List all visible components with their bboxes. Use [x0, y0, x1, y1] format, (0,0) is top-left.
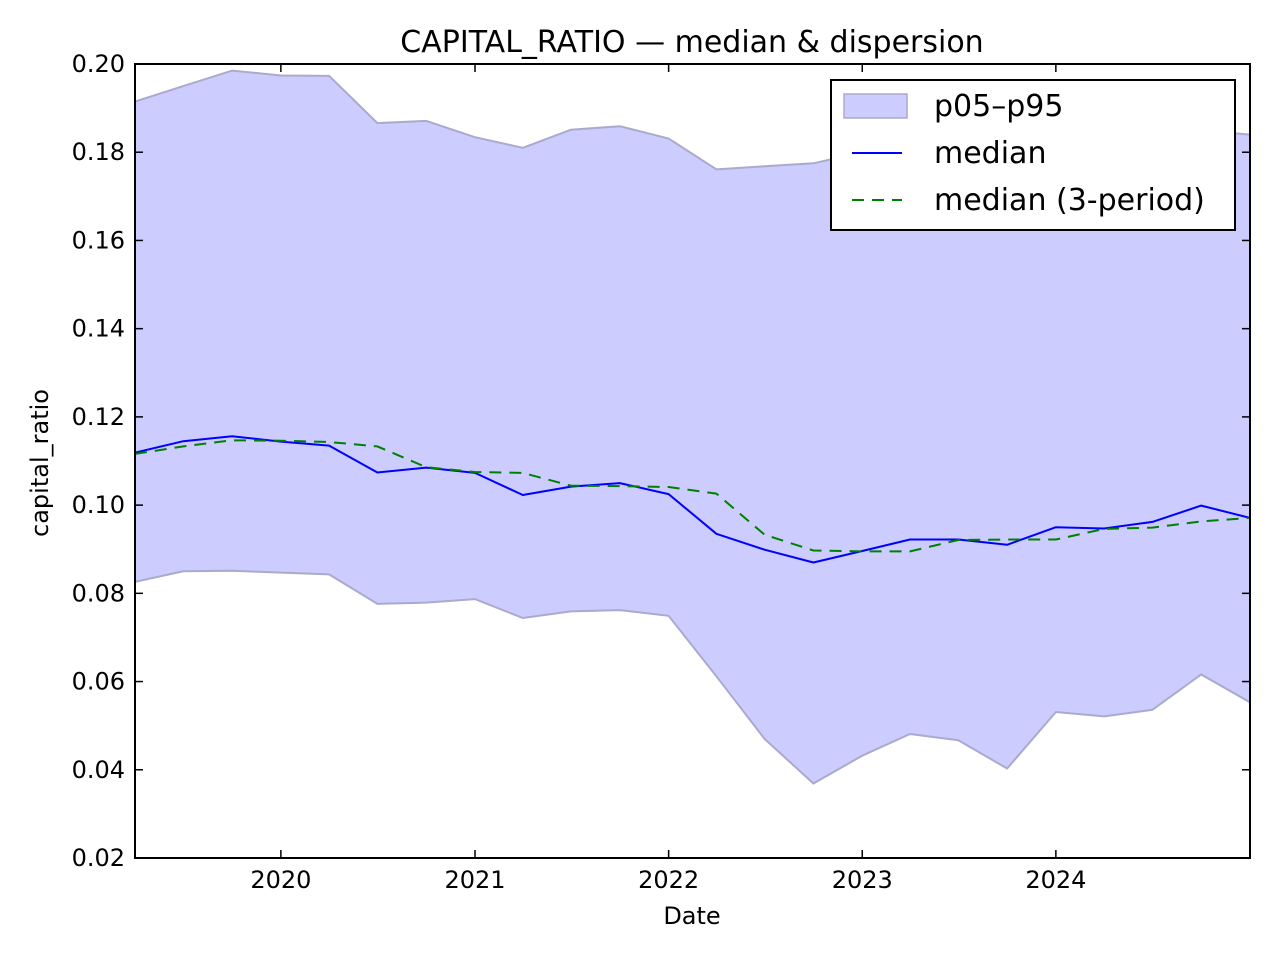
- legend-swatch: [843, 93, 908, 119]
- x-tick-label: 2020: [250, 866, 311, 894]
- y-axis: 0.02 0.04 0.06 0.08 0.10 0.12 0.14 0.16 0.18 0.20: [72, 50, 1250, 872]
- legend-label: median: [934, 136, 1046, 171]
- series-line-median: [135, 435, 1250, 564]
- y-tick-label: 0.02: [72, 844, 125, 872]
- legend: p05–p95 median median (3-period): [830, 79, 1236, 231]
- y-tick-label: 0.06: [72, 668, 125, 696]
- x-tick-label: 2023: [832, 866, 893, 894]
- y-tick-label: 0.20: [72, 50, 125, 78]
- x-tick-label: 2021: [444, 866, 505, 894]
- x-axis: 2020 2021 2022 2023 2024: [250, 64, 1086, 894]
- y-tick-label: 0.18: [72, 138, 125, 166]
- x-tick-label: 2022: [638, 866, 699, 894]
- y-axis-label: capital_ratio: [26, 389, 54, 537]
- y-tick-label: 0.12: [72, 403, 125, 431]
- x-axis-label: Date: [663, 902, 720, 930]
- chart-title: CAPITAL_RATIO — median & dispersion: [400, 25, 983, 60]
- y-tick-label: 0.14: [72, 315, 125, 343]
- legend-label: p05–p95: [934, 89, 1063, 124]
- y-tick-label: 0.10: [72, 491, 125, 519]
- plot-frame: [134, 63, 1251, 859]
- band-p05-p95: [135, 69, 1250, 785]
- plot-content: [135, 69, 1250, 785]
- y-tick-label: 0.04: [72, 756, 125, 784]
- y-tick-label: 0.08: [72, 579, 125, 607]
- series-line-median-3-period: [135, 439, 1250, 553]
- x-tick-label: 2024: [1025, 866, 1086, 894]
- legend-label: median (3-period): [934, 183, 1205, 218]
- y-tick-label: 0.16: [72, 226, 125, 254]
- legend-box: [830, 79, 1236, 231]
